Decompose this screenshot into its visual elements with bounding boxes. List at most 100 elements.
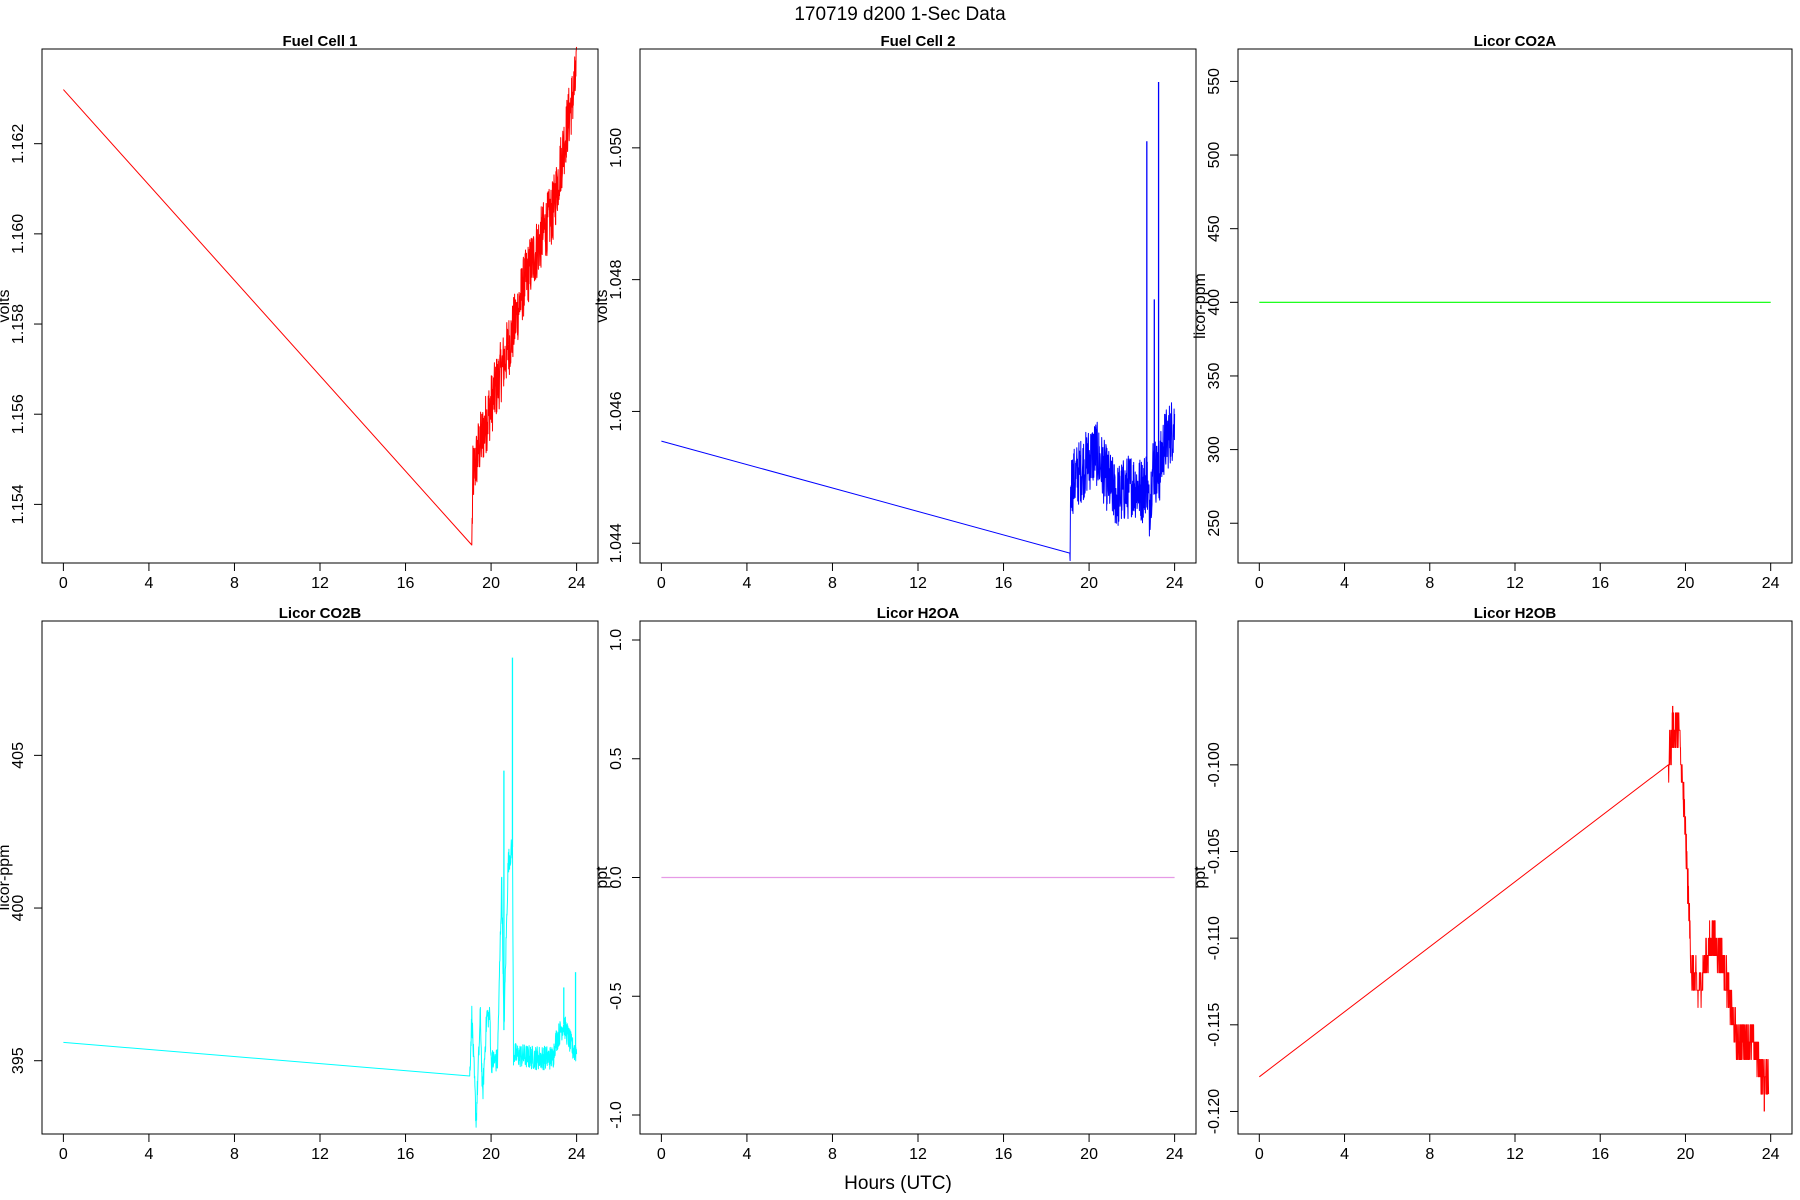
y-tick-label: 395 <box>10 1047 27 1074</box>
y-tick-label: 1.156 <box>10 394 27 434</box>
y-axis-label: volts <box>0 290 13 323</box>
y-axis-label: licor-ppm <box>0 845 13 911</box>
y-tick-label: 1.046 <box>608 391 625 431</box>
panel-title: Licor CO2B <box>279 605 362 622</box>
y-axis-label: volts <box>594 290 611 323</box>
x-tick-label: 16 <box>995 1146 1013 1163</box>
x-tick-label: 16 <box>995 575 1013 592</box>
y-tick-label: -0.115 <box>1206 1003 1223 1047</box>
x-tick-label: 8 <box>828 1146 837 1163</box>
y-tick-label: 1.044 <box>608 523 625 563</box>
y-tick-label: 550 <box>1206 68 1223 95</box>
plot-frame <box>1237 620 1793 1135</box>
panel-6: Licor H2OB 0 4 8 12 16 20 24 -0.120 -0.115 -0.110 -… <box>1192 605 1793 1163</box>
x-tick-label: 12 <box>311 575 329 592</box>
x-tick-label: 12 <box>909 575 927 592</box>
plot-frame <box>639 48 1197 564</box>
x-tick-label: 12 <box>1506 1146 1524 1163</box>
y-tick-label: -0.100 <box>1206 742 1223 787</box>
figure-title: 170719 d200 1-Sec Data <box>794 4 1006 25</box>
y-tick-label: 1.050 <box>608 128 625 168</box>
y-tick-label: 500 <box>1206 142 1223 169</box>
y-tick-label: 400 <box>1206 289 1223 316</box>
series-line <box>661 402 1176 562</box>
x-tick-label: 8 <box>230 1146 239 1163</box>
x-tick-label: 0 <box>657 1146 666 1163</box>
x-tick-label: 16 <box>397 1146 415 1163</box>
x-tick-label: 24 <box>1166 575 1184 592</box>
figure-xlabel: Hours (UTC) <box>844 1173 952 1194</box>
y-tick-label: 450 <box>1206 215 1223 242</box>
series-line <box>63 46 578 546</box>
x-tick-label: 20 <box>1080 575 1098 592</box>
x-tick-label: 4 <box>742 575 751 592</box>
y-tick-label: 1.158 <box>10 304 27 344</box>
x-tick-label: 20 <box>1677 575 1695 592</box>
x-tick-label: 8 <box>230 575 239 592</box>
plot-frame <box>1237 48 1793 564</box>
panel-group: Fuel Cell 1 0 4 8 12 16 20 24 1.154 1.156 1.158 1.1… <box>0 33 1793 1163</box>
y-tick-label: -1.0 <box>608 1101 625 1129</box>
x-tick-label: 4 <box>144 575 153 592</box>
plot-frame <box>41 48 599 564</box>
x-tick-label: 0 <box>1255 575 1264 592</box>
y-tick-label: -0.5 <box>608 982 625 1010</box>
y-tick-label: -0.120 <box>1206 1089 1223 1134</box>
plot-frame <box>639 620 1197 1135</box>
y-tick-label: 1.0 <box>608 629 625 651</box>
y-tick-label: 0.5 <box>608 748 625 770</box>
x-tick-label: 0 <box>657 575 666 592</box>
x-tick-label: 12 <box>909 1146 927 1163</box>
y-tick-label: -0.105 <box>1206 829 1223 874</box>
x-tick-label: 24 <box>568 575 586 592</box>
panel-title: Fuel Cell 2 <box>880 33 955 50</box>
x-tick-label: 4 <box>742 1146 751 1163</box>
y-tick-label: 405 <box>10 742 27 769</box>
x-tick-label: 20 <box>1677 1146 1695 1163</box>
y-tick-label: 1.048 <box>608 260 625 300</box>
panel-5: Licor H2OA 0 4 8 12 16 20 24 -1.0 -0.5 0.0 0.5 1.0 pp… <box>594 605 1197 1163</box>
y-tick-label: 1.162 <box>10 124 27 164</box>
y-axis-label: ppt <box>1192 866 1209 889</box>
x-tick-label: 20 <box>482 1146 500 1163</box>
panel-3: Licor CO2A 0 4 8 12 16 20 24 250 300 350 400 450 500 5… <box>1192 33 1793 592</box>
x-tick-label: 4 <box>144 1146 153 1163</box>
x-tick-label: 0 <box>59 575 68 592</box>
x-tick-label: 24 <box>1762 1146 1780 1163</box>
x-tick-label: 16 <box>397 575 415 592</box>
x-tick-label: 24 <box>568 1146 586 1163</box>
x-tick-label: 20 <box>1080 1146 1098 1163</box>
y-axis-label: licor-ppm <box>1192 273 1209 339</box>
series-line <box>1258 712 1770 1095</box>
panel-title: Licor H2OB <box>1474 605 1557 622</box>
y-tick-label: 350 <box>1206 363 1223 390</box>
y-tick-label: 1.154 <box>10 484 27 524</box>
x-tick-label: 4 <box>1340 1146 1349 1163</box>
x-tick-label: 16 <box>1591 1146 1609 1163</box>
x-tick-label: 24 <box>1166 1146 1184 1163</box>
y-tick-label: 1.160 <box>10 214 27 254</box>
y-tick-label: 250 <box>1206 510 1223 537</box>
x-tick-label: 12 <box>311 1146 329 1163</box>
y-tick-label: -0.110 <box>1206 916 1223 960</box>
panel-4: Licor CO2B 0 4 8 12 16 20 24 395 400 405 licor-ppm <box>0 605 599 1163</box>
x-tick-label: 20 <box>482 575 500 592</box>
y-axis-label: ppt <box>594 866 611 889</box>
series-line <box>63 839 578 1128</box>
panel-2: Fuel Cell 2 0 4 8 12 16 20 24 1.044 1.046 1.048 1.0… <box>594 33 1197 592</box>
y-tick-label: 400 <box>10 895 27 922</box>
x-tick-label: 8 <box>1425 1146 1434 1163</box>
panel-title: Licor H2OA <box>877 605 960 622</box>
x-tick-label: 12 <box>1506 575 1524 592</box>
x-tick-label: 0 <box>1255 1146 1264 1163</box>
panel-title: Fuel Cell 1 <box>282 33 357 50</box>
x-tick-label: 16 <box>1591 575 1609 592</box>
x-tick-label: 8 <box>828 575 837 592</box>
y-tick-label: 300 <box>1206 436 1223 463</box>
y-tick-label: 0.0 <box>608 866 625 888</box>
panel-1: Fuel Cell 1 0 4 8 12 16 20 24 1.154 1.156 1.158 1.1… <box>0 33 599 592</box>
x-tick-label: 8 <box>1425 575 1434 592</box>
plot-frame <box>41 620 599 1135</box>
x-tick-label: 24 <box>1762 575 1780 592</box>
